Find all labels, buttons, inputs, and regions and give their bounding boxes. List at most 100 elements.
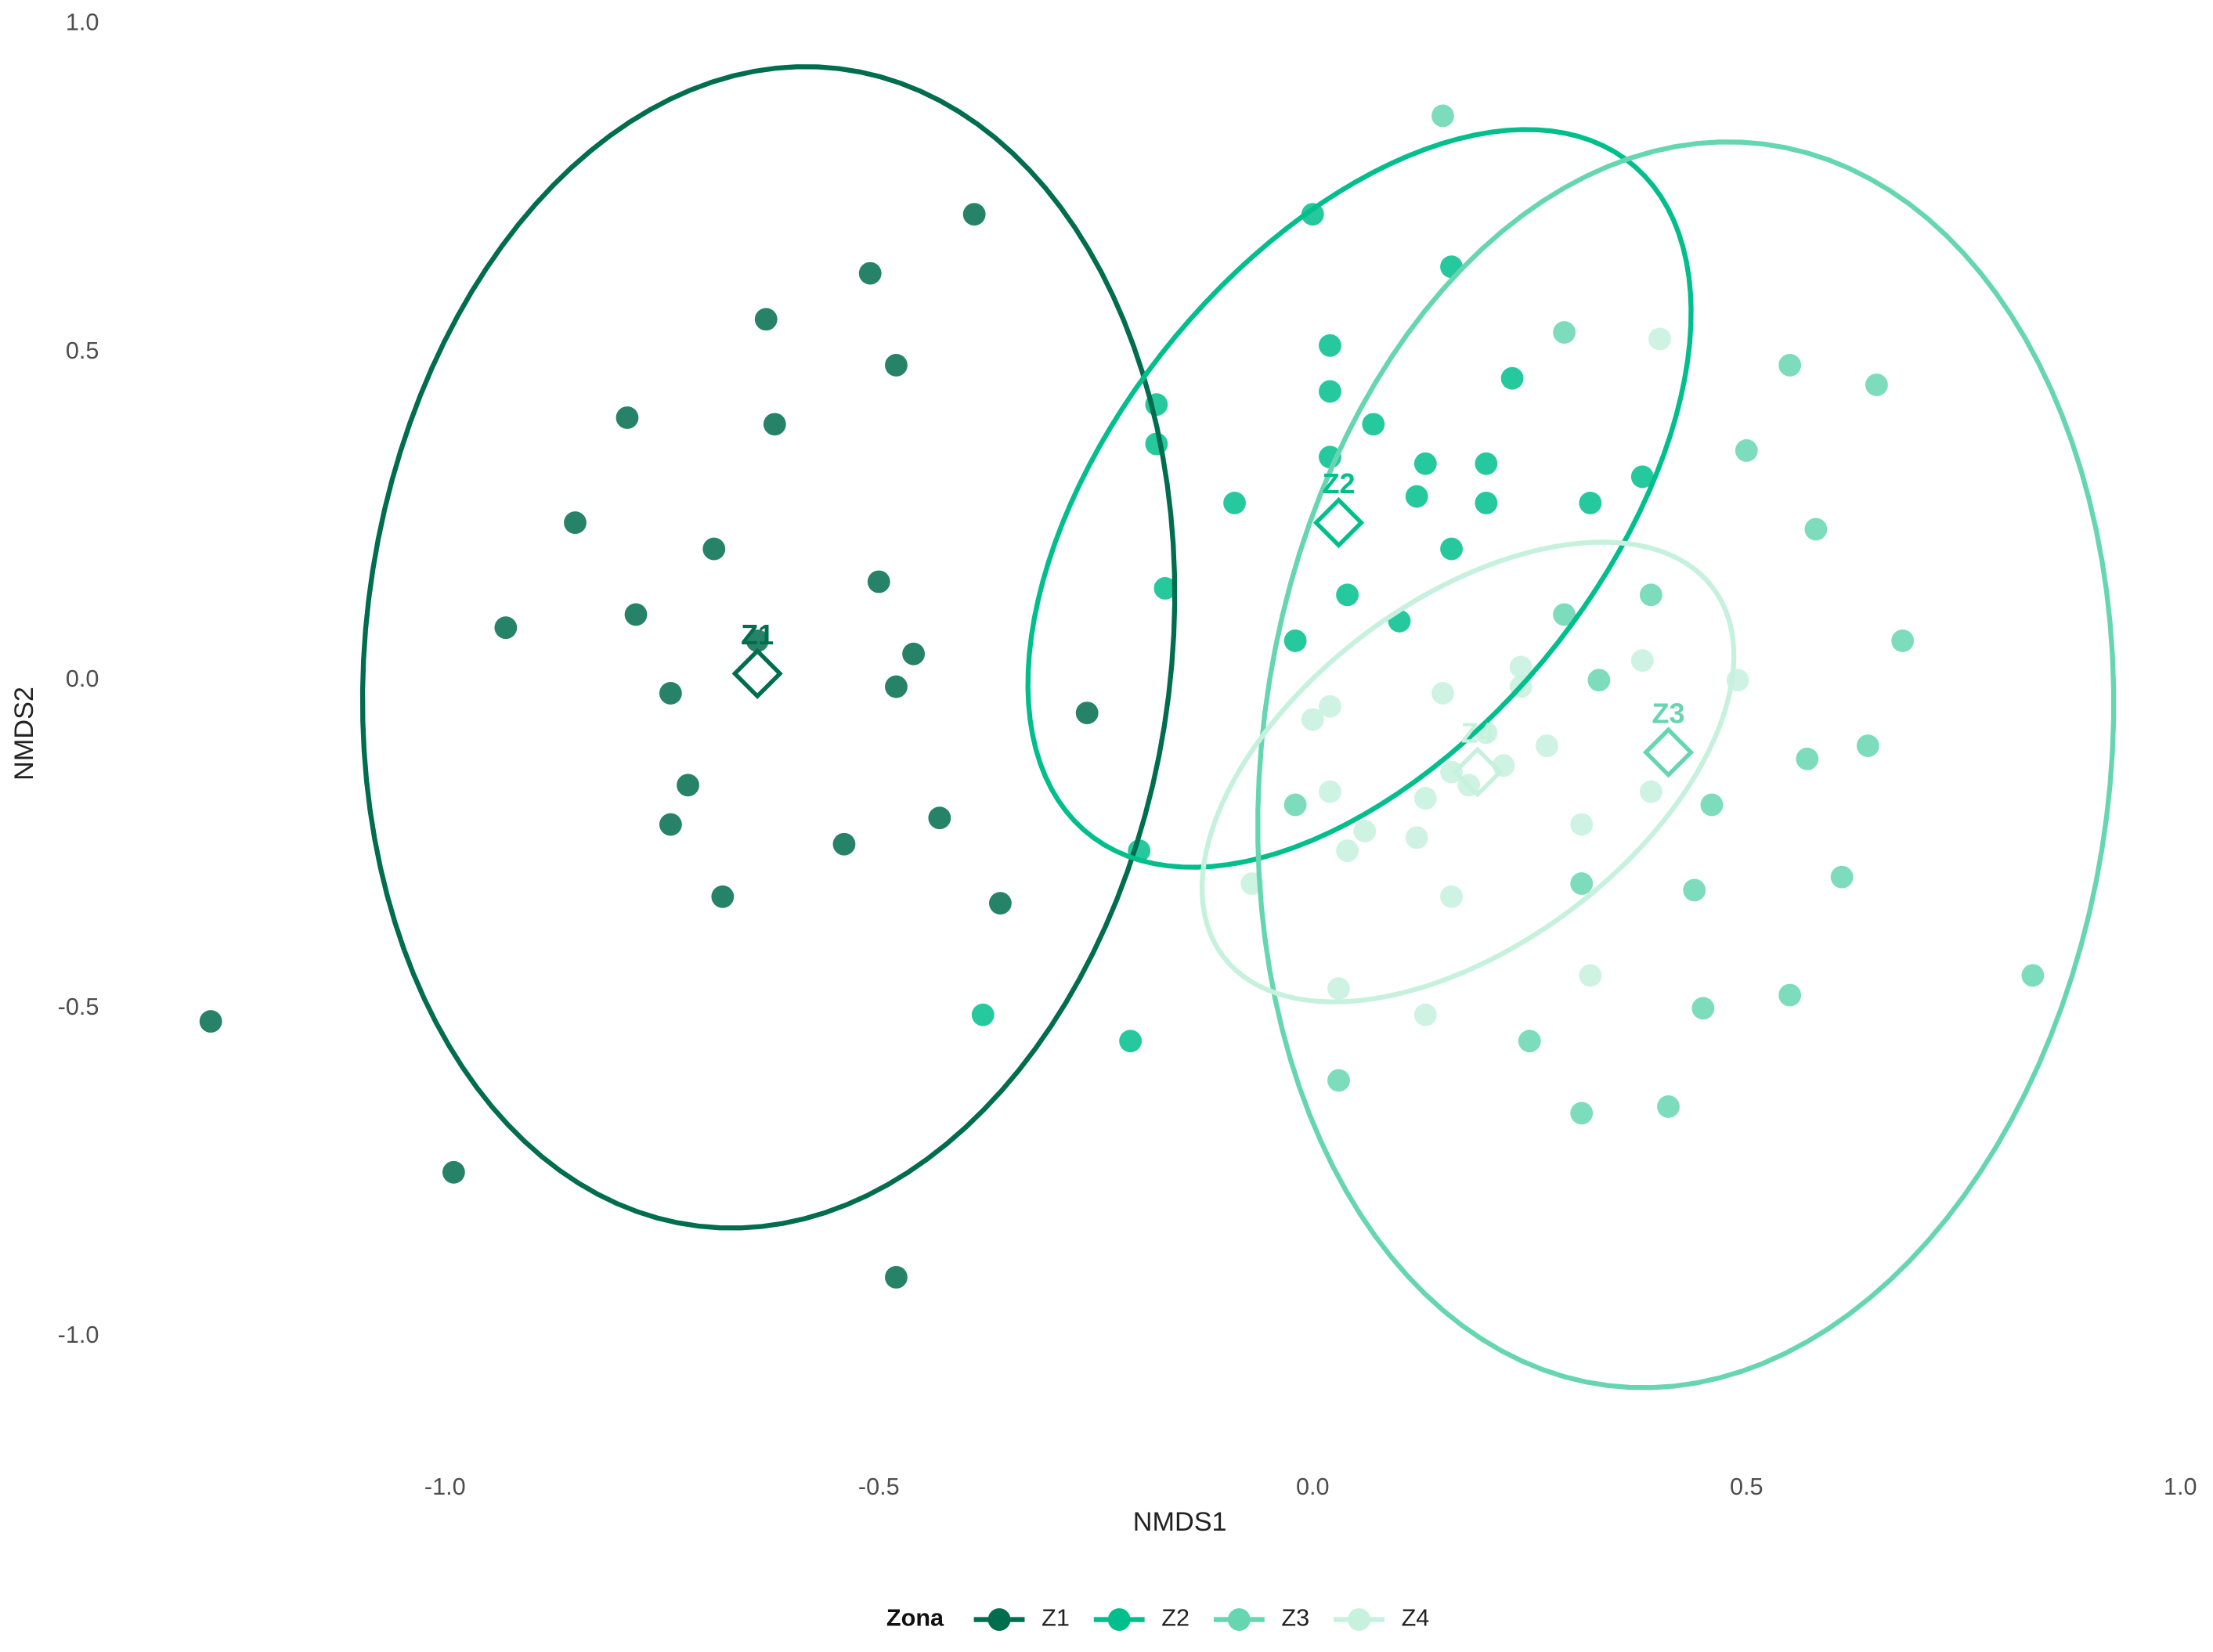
- data-point: [928, 806, 951, 830]
- data-point: [885, 675, 908, 698]
- legend-label: Z2: [1161, 1605, 1190, 1632]
- data-point: [1579, 964, 1602, 987]
- data-point: [1553, 321, 1576, 344]
- data-point: [1700, 793, 1724, 817]
- x-axis-title: NMDS1: [1133, 1507, 1227, 1537]
- data-point: [1691, 997, 1715, 1020]
- data-point: [1683, 878, 1706, 902]
- data-point: [1319, 334, 1341, 357]
- data-point: [1500, 366, 1524, 390]
- centroid-label: Z3: [1652, 698, 1685, 730]
- data-point: [962, 203, 986, 226]
- legend-label: Z4: [1402, 1605, 1430, 1632]
- legend-title: Zona: [886, 1605, 944, 1632]
- data-point: [1319, 380, 1341, 403]
- data-point: [1648, 327, 1671, 351]
- confidence-ellipse: [359, 64, 1178, 1231]
- data-point: [1796, 747, 1819, 770]
- y-axis-title: NMDS2: [9, 687, 39, 781]
- data-point: [1657, 1095, 1680, 1118]
- data-point: [1301, 203, 1324, 226]
- data-point: [1475, 492, 1498, 514]
- data-point: [1630, 649, 1654, 672]
- data-point: [1570, 1102, 1594, 1125]
- x-tick-label: -0.5: [858, 1473, 900, 1500]
- centroid-label: Z1: [741, 619, 774, 651]
- data-point: [702, 537, 726, 561]
- legend-key-point: [1348, 1608, 1370, 1631]
- data-point: [1336, 583, 1359, 607]
- data-point: [1579, 492, 1602, 514]
- data-point: [1405, 826, 1428, 849]
- data-point: [1639, 780, 1662, 803]
- data-point: [1223, 492, 1246, 514]
- data-point: [1319, 694, 1341, 718]
- x-tick-label: 1.0: [2164, 1473, 2197, 1500]
- data-point: [1891, 629, 1915, 652]
- data-point: [971, 1003, 995, 1026]
- data-point: [1362, 413, 1385, 436]
- legend-label: Z3: [1281, 1605, 1309, 1632]
- data-point: [1405, 485, 1428, 508]
- data-point: [659, 682, 682, 705]
- data-point: [885, 354, 908, 377]
- data-point: [199, 1010, 222, 1033]
- data-point: [902, 642, 926, 665]
- data-point: [1327, 977, 1350, 1001]
- y-tick-label: -1.0: [58, 1322, 99, 1348]
- data-point: [988, 892, 1012, 915]
- data-point: [754, 308, 778, 331]
- data-point: [1778, 983, 1802, 1007]
- x-tick-label: 0.0: [1296, 1473, 1330, 1500]
- data-point: [1431, 104, 1454, 128]
- data-point: [832, 832, 856, 856]
- data-point: [1509, 655, 1532, 679]
- data-point: [659, 813, 682, 836]
- data-point: [1075, 702, 1099, 725]
- data-point: [1283, 629, 1307, 652]
- y-tick-label: -0.5: [58, 994, 99, 1020]
- data-point: [1804, 518, 1828, 541]
- data-point: [1440, 885, 1463, 908]
- data-point: [1353, 820, 1377, 842]
- data-point: [1553, 603, 1576, 626]
- data-point: [1301, 708, 1324, 731]
- data-point: [711, 885, 735, 908]
- x-tick-label: -1.0: [424, 1473, 466, 1500]
- data-point: [1639, 583, 1662, 607]
- data-point: [1778, 354, 1802, 377]
- data-point: [1413, 452, 1437, 475]
- data-point: [867, 570, 890, 593]
- data-point: [1570, 872, 1594, 895]
- data-point: [1536, 734, 1558, 757]
- data-point: [1856, 734, 1879, 757]
- legend-key-point: [1227, 1608, 1251, 1631]
- data-point: [1283, 793, 1307, 817]
- data-point: [442, 1160, 465, 1184]
- data-point: [763, 413, 786, 436]
- confidence-ellipse: [1199, 539, 1737, 1005]
- data-point: [1475, 452, 1498, 475]
- y-tick-label: 1.0: [66, 9, 99, 36]
- data-point: [624, 603, 648, 626]
- centroid: [731, 647, 783, 699]
- data-point: [1440, 537, 1463, 561]
- data-point: [1119, 1030, 1143, 1053]
- centroid: [1312, 496, 1365, 549]
- data-point: [1319, 780, 1341, 803]
- data-point: [1587, 669, 1611, 692]
- confidence-ellipse: [1025, 127, 1694, 870]
- data-point: [1327, 1069, 1350, 1092]
- centroid: [1452, 746, 1504, 798]
- data-point: [1865, 373, 1888, 396]
- data-point: [858, 262, 882, 285]
- data-point: [745, 629, 769, 652]
- centroid: [1642, 727, 1695, 778]
- centroid-label: Z2: [1322, 467, 1355, 500]
- data-point: [616, 406, 639, 429]
- data-point: [1630, 465, 1654, 489]
- legend-key-point: [1107, 1608, 1131, 1631]
- y-tick-label: 0.0: [66, 665, 99, 692]
- data-point: [1153, 576, 1177, 600]
